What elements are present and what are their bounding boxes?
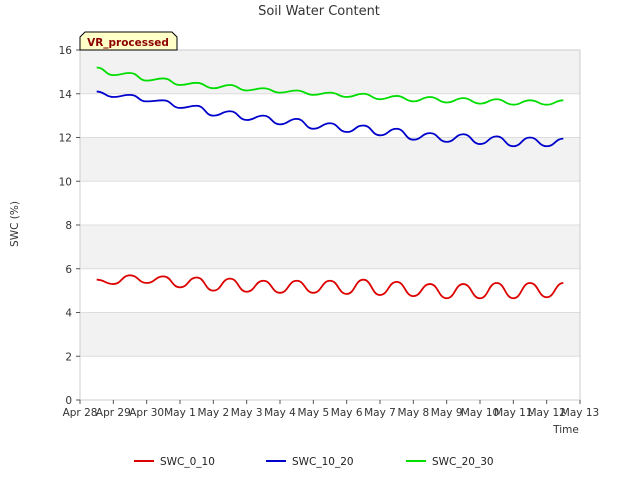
- legend-label-swc-20-30: SWC_20_30: [432, 456, 494, 468]
- legend: SWC_0_10 SWC_10_20 SWC_20_30: [134, 456, 494, 468]
- x-tick-label: May 11: [494, 407, 532, 419]
- x-tick-label: May 6: [331, 407, 363, 419]
- y-tick-label: 8: [65, 220, 72, 232]
- y-tick-label: 2: [65, 351, 72, 363]
- x-tick-label: May 12: [527, 407, 565, 419]
- x-tick-label: Apr 30: [129, 407, 164, 419]
- y-axis-label: SWC (%): [9, 201, 21, 247]
- x-tick-label: May 5: [297, 407, 329, 419]
- x-tick-label: May 10: [461, 407, 499, 419]
- x-axis-label: Time: [552, 424, 579, 436]
- legend-label-swc-0-10: SWC_0_10: [160, 456, 215, 468]
- x-tick-label: May 13: [561, 407, 599, 419]
- grid-band: [80, 356, 580, 400]
- legend-label-swc-10-20: SWC_10_20: [292, 456, 354, 468]
- series-layer: [96, 66, 564, 300]
- x-tick-label: May 3: [231, 407, 263, 419]
- x-tick-label: May 2: [197, 407, 229, 419]
- y-tick-label: 6: [65, 264, 72, 276]
- y-tick-label: 10: [59, 176, 72, 188]
- processed-badge-label: VR_processed: [87, 37, 169, 49]
- grid-band: [80, 312, 580, 357]
- chart-title: Soil Water Content: [258, 4, 380, 19]
- grid-band: [80, 50, 580, 94]
- grid-band: [80, 225, 580, 269]
- y-tick-label: 14: [59, 89, 73, 101]
- y-tick-label: 4: [65, 308, 72, 320]
- x-tick-label: May 9: [431, 407, 463, 419]
- x-tick-label: May 1: [164, 407, 196, 419]
- series-line-swc-10-20: [96, 90, 564, 148]
- y-tick-label: 0: [65, 395, 72, 407]
- y-axis-ticks: 0 2 4 6 8 10 12 14 16: [59, 45, 80, 407]
- x-tick-label: May 8: [397, 407, 429, 419]
- series-line-swc-0-10: [96, 274, 564, 300]
- grid-band: [80, 137, 580, 182]
- grid-band: [80, 181, 580, 225]
- y-tick-label: 12: [59, 133, 72, 145]
- x-tick-label: May 4: [264, 407, 296, 419]
- y-tick-label: 16: [59, 45, 73, 57]
- series-line-swc-20-30: [96, 66, 564, 106]
- x-tick-label: May 7: [364, 407, 396, 419]
- processed-badge: VR_processed: [79, 31, 178, 51]
- x-tick-label: Apr 29: [96, 407, 131, 419]
- plot-area: [79, 49, 581, 401]
- x-tick-label: Apr 28: [63, 407, 98, 419]
